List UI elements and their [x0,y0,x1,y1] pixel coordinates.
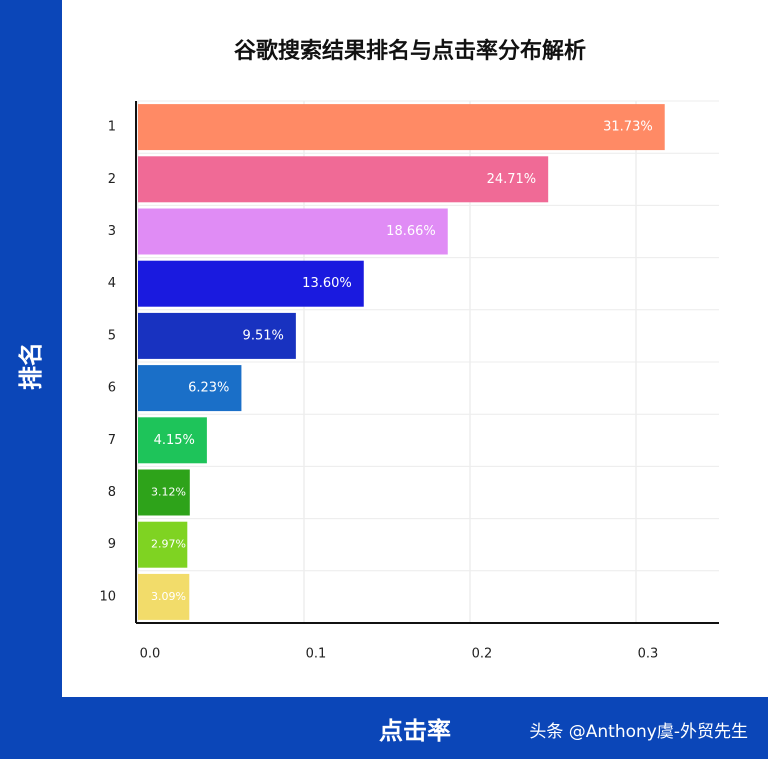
y-tick-label: 4 [108,276,116,291]
y-tick-label: 8 [108,485,116,500]
bar [138,469,190,516]
value-label: 6.23% [188,381,229,396]
bottom-band [0,697,768,759]
bar [138,521,188,568]
x-tick-label: 0.0 [140,647,161,662]
value-label: 3.09% [151,590,186,603]
value-label: 3.12% [151,486,186,499]
y-tick-label: 3 [108,224,116,239]
bar [138,156,549,203]
value-label: 13.60% [302,276,352,291]
bar [138,208,448,255]
bar [138,417,207,464]
bar [138,365,242,412]
y-tick-label: 1 [108,120,116,135]
x-axis-label: 点击率 [379,717,451,745]
value-label: 9.51% [243,328,284,343]
value-label: 31.73% [603,120,653,135]
x-tick-label: 0.1 [306,647,327,662]
y-tick-label: 2 [108,172,116,187]
bar [138,573,190,620]
value-label: 4.15% [154,433,195,448]
value-label: 2.97% [151,538,186,551]
value-label: 18.66% [386,224,436,239]
y-axis-label: 排名 [17,342,45,390]
bar [138,104,665,151]
watermark: 头条 @Anthony虞-外贸先生 [529,722,748,742]
y-tick-label: 10 [99,589,116,604]
left-band [0,0,62,759]
chart-title: 谷歌搜索结果排名与点击率分布解析 [234,38,586,64]
value-label: 24.71% [487,172,537,187]
bar [138,312,296,359]
bar [138,260,364,307]
x-tick-label: 0.2 [472,647,493,662]
y-tick-label: 7 [108,433,116,448]
y-tick-label: 6 [108,381,116,396]
x-tick-label: 0.3 [638,647,659,662]
y-tick-label: 5 [108,328,116,343]
y-tick-label: 9 [108,537,116,552]
